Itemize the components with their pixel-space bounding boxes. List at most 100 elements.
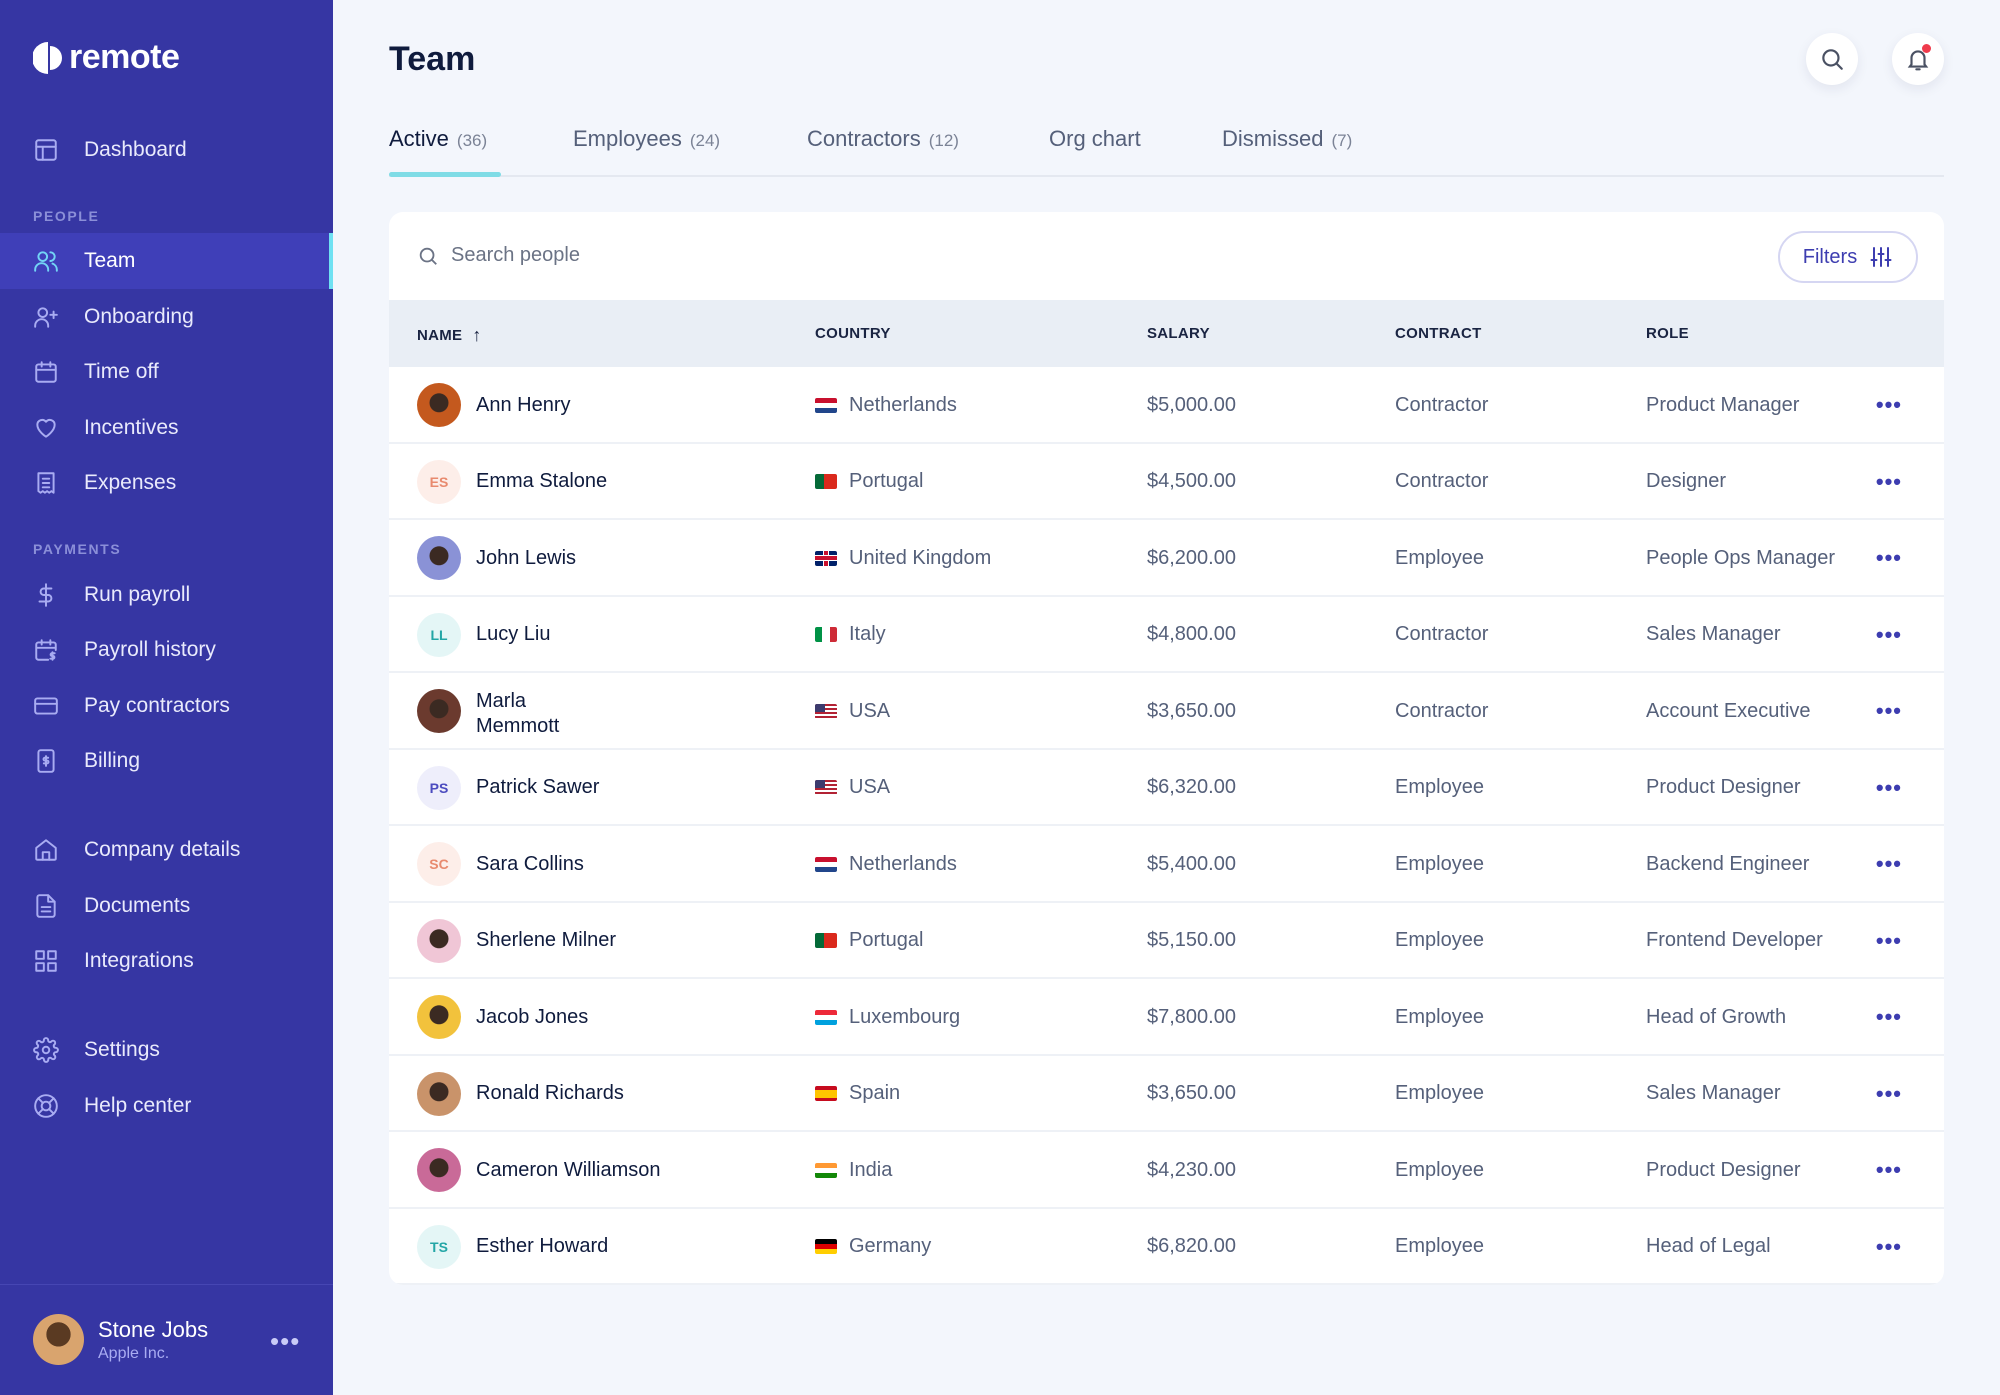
table-row[interactable]: Cameron Williamson India $4,230.00 Emplo… <box>389 1132 1944 1209</box>
user-profile[interactable]: Stone Jobs Apple Inc. <box>33 1314 208 1365</box>
row-more-button[interactable]: ••• <box>1875 927 1902 953</box>
sidebar-item-company-details[interactable]: Company details <box>0 822 333 878</box>
country-name: Germany <box>849 1235 932 1258</box>
sidebar-item-team[interactable]: Team <box>0 233 333 289</box>
user-more-button[interactable]: ••• <box>270 1326 301 1356</box>
sidebar-item-dashboard[interactable]: Dashboard <box>0 122 333 178</box>
row-more-button[interactable]: ••• <box>1875 468 1902 494</box>
person-name[interactable]: Emma Stalone <box>476 470 608 493</box>
table-row[interactable]: ES Emma Stalone Portugal $4,500.00 Contra… <box>389 444 1944 521</box>
sidebar-item-run-payroll[interactable]: Run payroll <box>0 567 333 623</box>
sidebar-item-billing[interactable]: Billing <box>0 733 333 789</box>
table-row[interactable]: TS Esther Howard Germany $6,820.00 Employ… <box>389 1209 1944 1286</box>
person-name[interactable]: Sherlene Milner <box>476 929 617 952</box>
notifications-button[interactable] <box>1892 33 1944 85</box>
flag-in-icon <box>815 1162 837 1178</box>
salary-cell: $4,800.00 <box>1147 623 1236 646</box>
row-more-button[interactable]: ••• <box>1875 545 1902 571</box>
table-row[interactable]: Ann Henry Netherlands $5,000.00 Contract… <box>389 367 1944 444</box>
row-more-button[interactable]: ••• <box>1875 1233 1902 1259</box>
flag-nl-icon <box>815 397 837 413</box>
sidebar-item-settings[interactable]: Settings <box>0 1022 333 1078</box>
country-cell: United Kingdom <box>815 520 991 597</box>
section-label-people: PEOPLE <box>33 208 100 224</box>
sidebar-item-integrations[interactable]: Integrations <box>0 933 333 989</box>
filters-button[interactable]: Filters <box>1778 231 1918 283</box>
role-cell: Backend Engineer <box>1646 852 1810 875</box>
column-header-contract[interactable]: CONTRACT <box>1395 325 1482 342</box>
tab-org-chart[interactable]: Org chart <box>1049 126 1141 152</box>
person-name[interactable]: Ronald Richards <box>476 1082 624 1105</box>
row-more-button[interactable]: ••• <box>1875 774 1902 800</box>
row-more-button[interactable]: ••• <box>1875 621 1902 647</box>
salary-cell: $5,150.00 <box>1147 929 1236 952</box>
row-more-button[interactable]: ••• <box>1875 392 1902 418</box>
row-more-button[interactable]: ••• <box>1875 1080 1902 1106</box>
table-row[interactable]: PS Patrick Sawer USA $6,320.00 Employee P… <box>389 750 1944 826</box>
row-more-button[interactable]: ••• <box>1875 1157 1902 1183</box>
sidebar-item-payroll-history[interactable]: Payroll history <box>0 622 333 678</box>
column-header-country[interactable]: COUNTRY <box>815 325 891 342</box>
person-name[interactable]: Sara Collins <box>476 852 584 875</box>
document-icon <box>33 893 59 919</box>
person-name[interactable]: Jacob Jones <box>476 1005 589 1028</box>
person-name[interactable]: Cameron Williamson <box>476 1158 661 1181</box>
name-cell: ES Emma Stalone <box>417 444 607 521</box>
search-input[interactable] <box>451 244 851 267</box>
table-row[interactable]: SC Sara Collins Netherlands $5,400.00 Emp… <box>389 826 1944 903</box>
contract-cell: Contractor <box>1395 623 1489 646</box>
flag-pt-icon <box>815 933 837 949</box>
tab-dismissed[interactable]: Dismissed (7) <box>1222 126 1352 152</box>
row-more-button[interactable]: ••• <box>1875 851 1902 877</box>
search-button[interactable] <box>1806 33 1858 85</box>
row-more-button[interactable]: ••• <box>1875 698 1902 724</box>
tab-contractors[interactable]: Contractors (12) <box>807 126 959 152</box>
sidebar-item-onboarding[interactable]: Onboarding <box>0 289 333 345</box>
tab-count: (12) <box>928 131 959 150</box>
tab-label: Active <box>389 126 449 151</box>
sidebar-item-label: Team <box>84 249 136 272</box>
row-more-button[interactable]: ••• <box>1875 1004 1902 1030</box>
country-cell: Germany <box>815 1209 931 1286</box>
brand-logo[interactable]: remote <box>33 38 180 77</box>
table-row[interactable]: LL Lucy Liu Italy $4,800.00 Contractor Sa… <box>389 597 1944 673</box>
sidebar-item-incentives[interactable]: Incentives <box>0 400 333 456</box>
column-label: NAME <box>417 327 463 344</box>
section-label-payments: PAYMENTS <box>33 541 122 557</box>
country-name: USA <box>849 699 891 722</box>
initials-avatar: SC <box>417 842 461 887</box>
sidebar-item-expenses[interactable]: Expenses <box>0 455 333 511</box>
country-cell: Portugal <box>815 444 924 521</box>
table-row[interactable]: Jacob Jones Luxembourg $7,800.00 Employe… <box>389 979 1944 1056</box>
salary-cell: $6,200.00 <box>1147 546 1236 569</box>
sidebar-item-time-off[interactable]: Time off <box>0 344 333 400</box>
sidebar-item-label: Dashboard <box>84 138 187 161</box>
sidebar-item-label: Documents <box>84 894 191 917</box>
sidebar-item-documents[interactable]: Documents <box>0 878 333 934</box>
brand-name: remote <box>69 38 180 76</box>
person-name[interactable]: Patrick Sawer <box>476 776 600 799</box>
tab-active[interactable]: Active (36) <box>389 126 487 152</box>
table-row[interactable]: Marla Memmott USA $3,650.00 Contractor A… <box>389 673 1944 750</box>
column-header-name[interactable]: NAME ↑ <box>417 325 482 346</box>
person-name[interactable]: Marla Memmott <box>476 690 560 737</box>
contract-cell: Employee <box>1395 1235 1484 1258</box>
column-header-salary[interactable]: SALARY <box>1147 325 1210 342</box>
person-name[interactable]: Esther Howard <box>476 1235 609 1258</box>
person-name[interactable]: Lucy Liu <box>476 623 551 646</box>
search-field[interactable] <box>417 244 851 267</box>
avatar <box>417 689 461 734</box>
table-row[interactable]: Sherlene Milner Portugal $5,150.00 Emplo… <box>389 903 1944 979</box>
column-header-role[interactable]: ROLE <box>1646 325 1689 342</box>
table-row[interactable]: John Lewis United Kingdom $6,200.00 Empl… <box>389 520 1944 597</box>
person-name[interactable]: Ann Henry <box>476 393 571 416</box>
people-table-card: Filters NAME ↑ COUNTRY SALARY CONTRACT RO… <box>389 212 1944 1285</box>
sidebar-item-help-center[interactable]: Help center <box>0 1078 333 1134</box>
sidebar-item-pay-contractors[interactable]: Pay contractors <box>0 678 333 734</box>
table-row[interactable]: Ronald Richards Spain $3,650.00 Employee… <box>389 1056 1944 1132</box>
sidebar-item-label: Integrations <box>84 949 194 972</box>
active-tab-indicator <box>389 172 501 177</box>
tab-employees[interactable]: Employees (24) <box>573 126 720 152</box>
flag-es-icon <box>815 1086 837 1102</box>
person-name[interactable]: John Lewis <box>476 546 577 569</box>
